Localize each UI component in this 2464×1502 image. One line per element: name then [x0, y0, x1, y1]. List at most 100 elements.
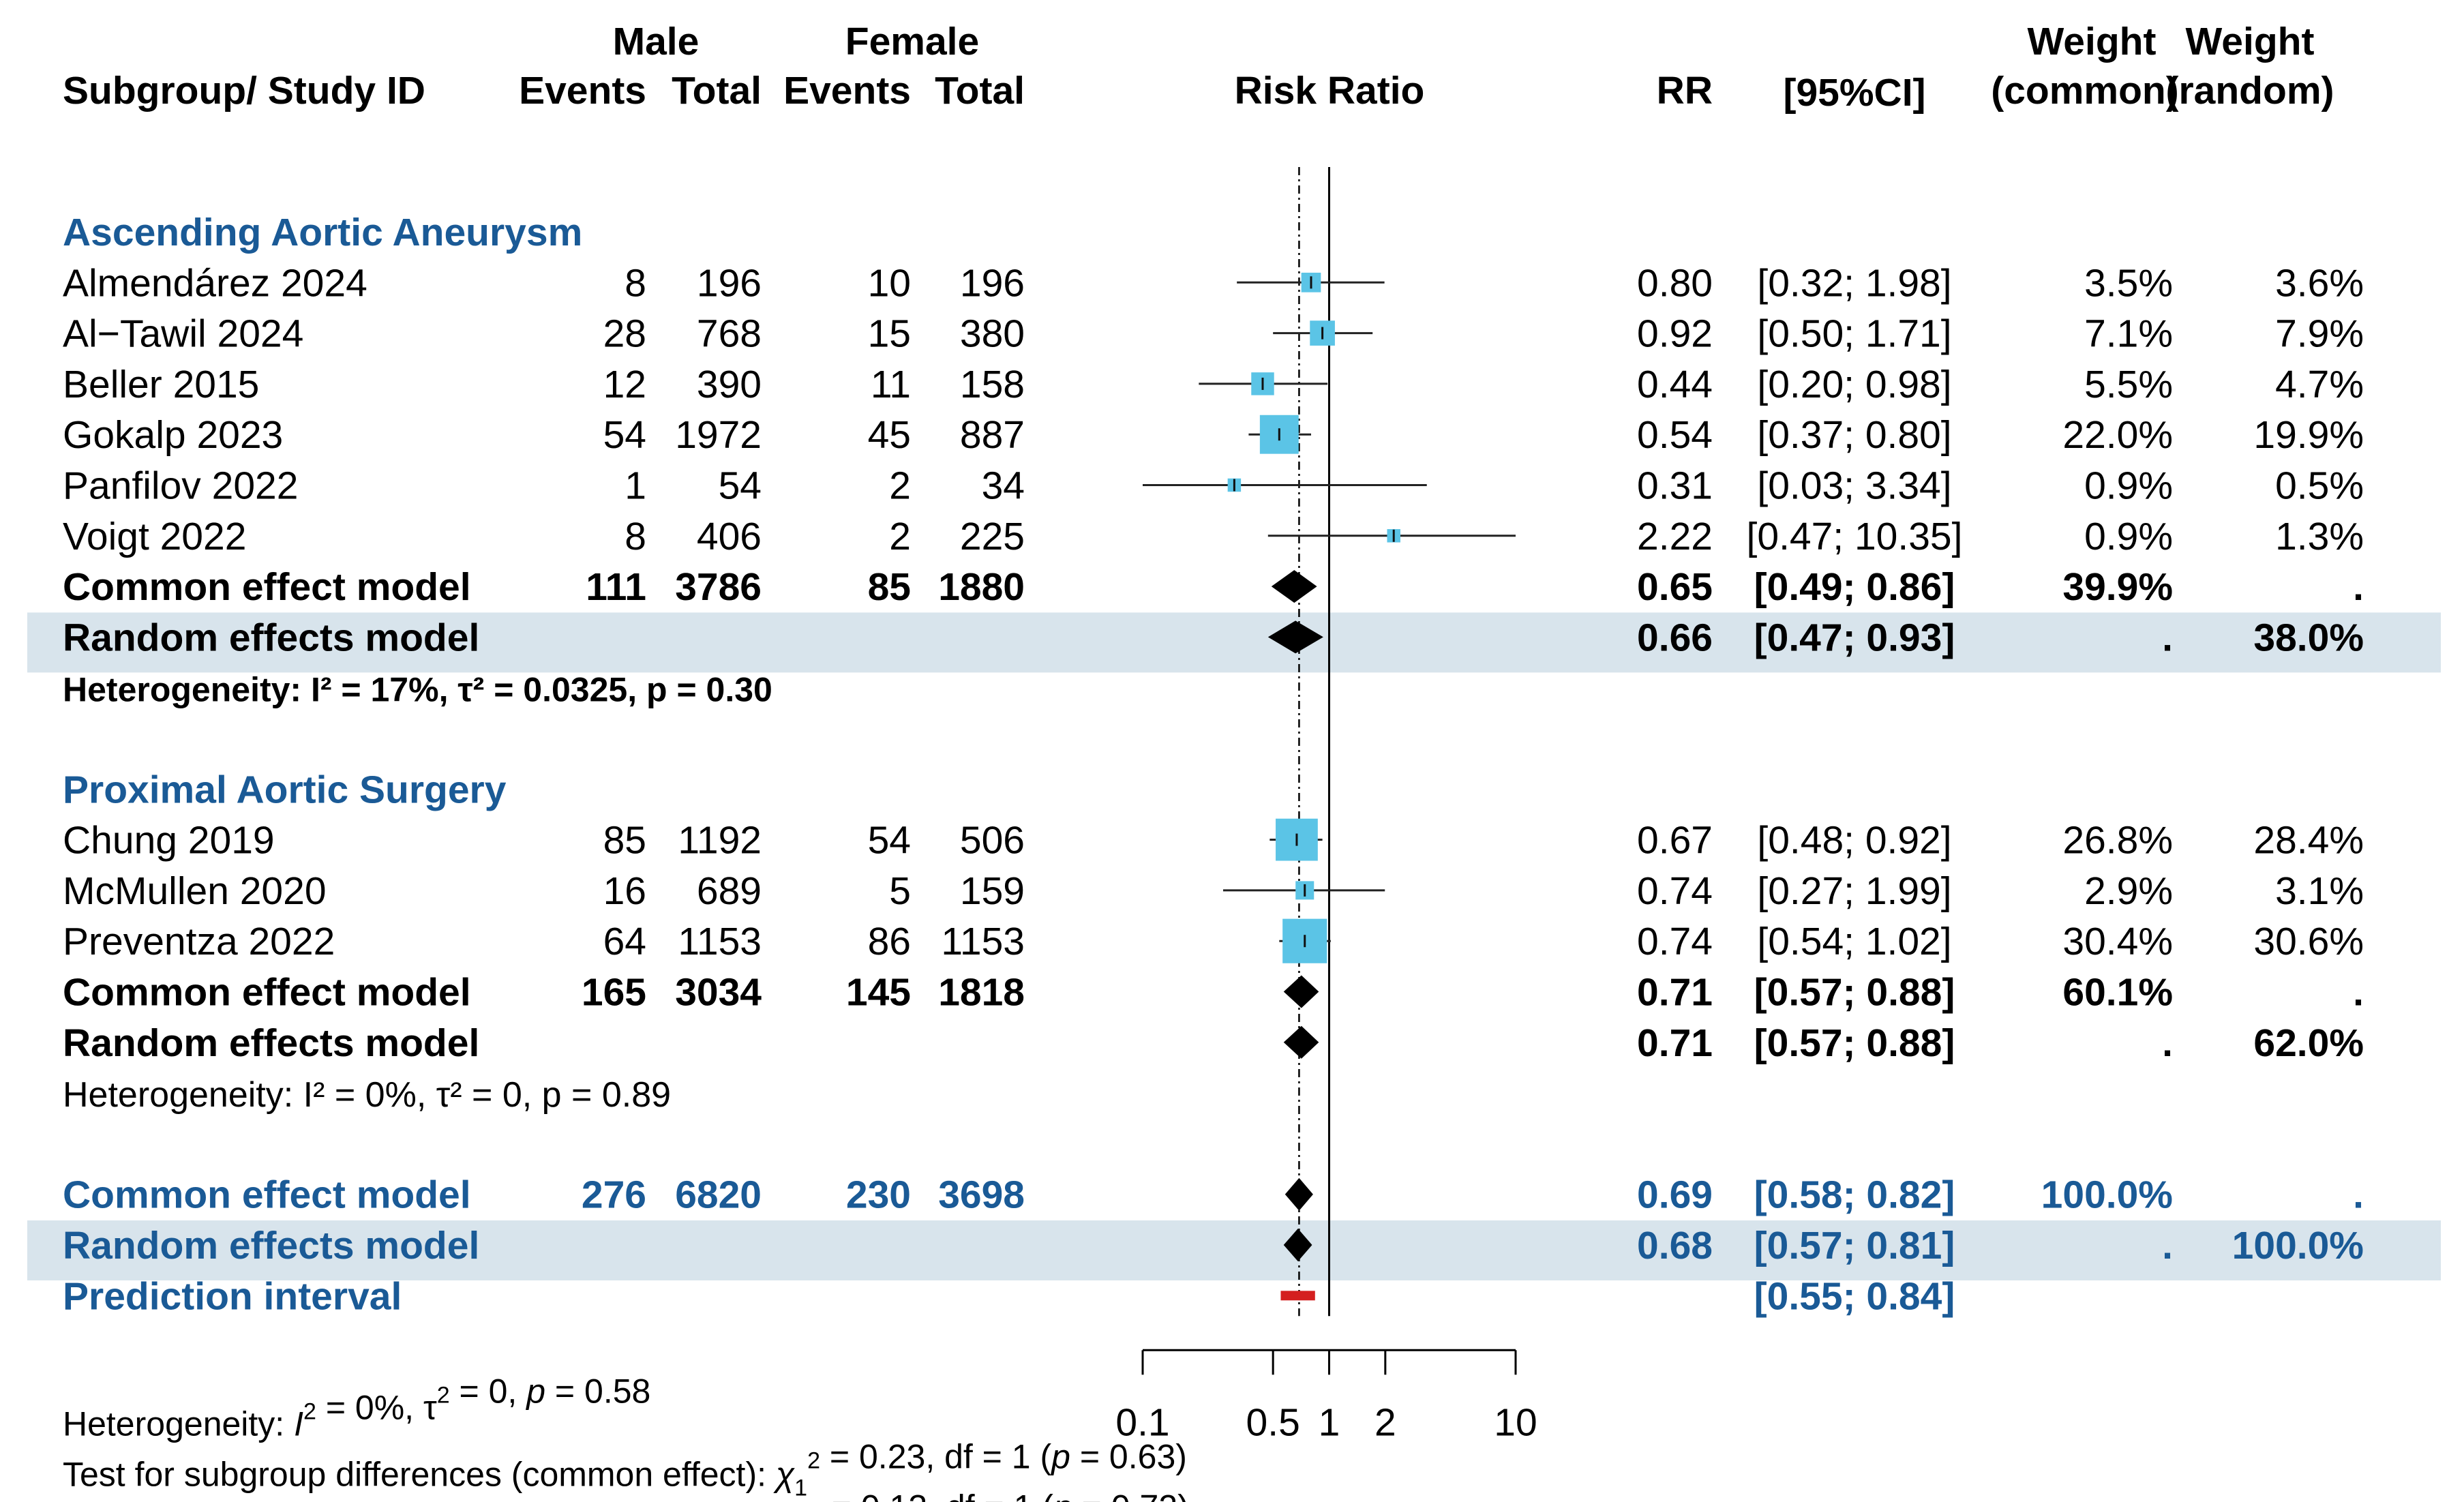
footer-statistics: Heterogeneity: I2 = 0%, τ2 = 0, p = 0.58… [63, 1372, 1189, 1502]
rr-value: 0.66 [1637, 616, 1713, 659]
rr-value: 0.92 [1637, 312, 1713, 356]
male-total: 1192 [678, 819, 762, 862]
rr-value: 0.31 [1637, 464, 1713, 508]
header-male-events: Events [519, 69, 646, 112]
row-label: Almendárez 2024 [63, 261, 367, 305]
header-rr: RR [1657, 69, 1713, 112]
male-total: 54 [719, 464, 762, 508]
weight-common: 60.1% [2062, 971, 2173, 1015]
summary-diamond [1267, 620, 1323, 654]
weight-common: . [2162, 1224, 2173, 1267]
female-events: 2 [889, 464, 911, 508]
row-label: Panfilov 2022 [63, 464, 298, 508]
table-header: Male Female Subgroup/ Study ID Events To… [63, 20, 2334, 115]
prediction-bar [1280, 1291, 1315, 1301]
weight-random: . [2353, 1173, 2364, 1217]
x-axis-tick-label: 2 [1374, 1400, 1396, 1444]
x-axis-tick-label: 1 [1319, 1400, 1340, 1444]
male-events: 276 [582, 1173, 646, 1217]
weight-random: 1.3% [2275, 515, 2364, 558]
row-label: Chung 2019 [63, 819, 275, 862]
weight-common: 0.9% [2084, 515, 2173, 558]
ci-value: [0.48; 0.92] [1757, 819, 1951, 862]
row-label: Voigt 2022 [63, 515, 246, 558]
weight-common: 7.1% [2084, 312, 2173, 356]
heterogeneity-text: Heterogeneity: I² = 0%, τ² = 0, p = 0.89 [63, 1075, 671, 1115]
ci-value: [0.47; 0.93] [1754, 616, 1955, 659]
footer-line: Test for subgroup differences (common ef… [63, 1437, 1187, 1501]
header-risk-ratio: Risk Ratio [1235, 69, 1425, 112]
female-total: 158 [960, 363, 1025, 406]
male-events: 85 [603, 819, 646, 862]
ci-value: [0.57; 0.88] [1754, 971, 1955, 1015]
female-events: 145 [846, 971, 911, 1015]
summary-diamond [1284, 1177, 1313, 1211]
ci-value: [0.27; 1.99] [1757, 869, 1951, 913]
ci-value: [0.58; 0.82] [1754, 1173, 1955, 1217]
rr-value: 0.71 [1637, 971, 1713, 1015]
weight-common: 3.5% [2084, 261, 2173, 305]
ci-value: [0.32; 1.98] [1757, 261, 1951, 305]
header-female: Female [845, 20, 979, 63]
weight-random: 3.1% [2275, 869, 2364, 913]
female-events: 86 [868, 920, 911, 963]
weight-common: . [2162, 616, 2173, 659]
female-total: 159 [960, 869, 1025, 913]
weight-random: 38.0% [2253, 616, 2364, 659]
row-label: McMullen 2020 [63, 869, 327, 913]
male-total: 196 [697, 261, 762, 305]
x-axis-tick-label: 0.1 [1115, 1400, 1169, 1444]
rr-value: 0.74 [1637, 869, 1713, 913]
header-male-total: Total [672, 69, 762, 112]
subgroup-heading: Proximal Aortic Surgery [63, 768, 507, 811]
row-label: Preventza 2022 [63, 920, 335, 963]
weight-random: . [2353, 971, 2364, 1015]
male-events: 1 [625, 464, 646, 508]
row-label: Random effects model [63, 1224, 479, 1267]
ci-value: [0.49; 0.86] [1754, 565, 1955, 609]
footer-line: Test for subgroup differences (random ef… [63, 1488, 1189, 1502]
row-label: Common effect model [63, 971, 471, 1015]
weight-random: 7.9% [2275, 312, 2364, 356]
female-total: 34 [982, 464, 1025, 508]
weight-common: 5.5% [2084, 363, 2173, 406]
male-total: 1153 [678, 920, 762, 963]
male-total: 689 [697, 869, 762, 913]
rr-value: 0.67 [1637, 819, 1713, 862]
male-events: 111 [586, 565, 646, 609]
female-events: 11 [871, 363, 911, 406]
header-female-total: Total [935, 69, 1025, 112]
subgroup-heading: Ascending Aortic Aneurysm [63, 211, 582, 254]
rr-value: 0.69 [1637, 1173, 1713, 1217]
rr-value: 0.54 [1637, 413, 1713, 457]
highlight-band [27, 612, 2441, 673]
heterogeneity-text: Heterogeneity: I² = 17%, τ² = 0.0325, p … [63, 671, 772, 709]
header-study: Subgroup/ Study ID [63, 69, 425, 112]
weight-common: 39.9% [2062, 565, 2173, 609]
weight-random: 0.5% [2275, 464, 2364, 508]
rr-value: 2.22 [1637, 515, 1713, 558]
ci-value: [0.57; 0.81] [1754, 1224, 1955, 1267]
male-events: 64 [603, 920, 646, 963]
row-label: Gokalp 2023 [63, 413, 283, 457]
male-events: 8 [625, 515, 646, 558]
ci-value: [0.03; 3.34] [1757, 464, 1951, 508]
header-male: Male [613, 20, 700, 63]
table-rows: Ascending Aortic Aneurysm Almendárez 2024… [63, 211, 2364, 1318]
female-total: 1153 [941, 920, 1025, 963]
female-total: 1880 [938, 565, 1025, 609]
highlight-bands [27, 612, 2441, 1280]
weight-random: 4.7% [2275, 363, 2364, 406]
weight-random: 30.6% [2253, 920, 2364, 963]
footer-line: Heterogeneity: I2 = 0%, τ2 = 0, p = 0.58 [63, 1372, 650, 1443]
chart-marks [1143, 272, 1516, 1301]
weight-common: 26.8% [2062, 819, 2173, 862]
header-weight-common-sub: (common) [1991, 69, 2178, 112]
male-events: 16 [603, 869, 646, 913]
female-events: 45 [868, 413, 911, 457]
female-total: 225 [960, 515, 1025, 558]
female-events: 85 [868, 565, 911, 609]
ci-value: [0.37; 0.80] [1757, 413, 1951, 457]
row-label: Prediction interval [63, 1274, 402, 1318]
female-total: 887 [960, 413, 1025, 457]
